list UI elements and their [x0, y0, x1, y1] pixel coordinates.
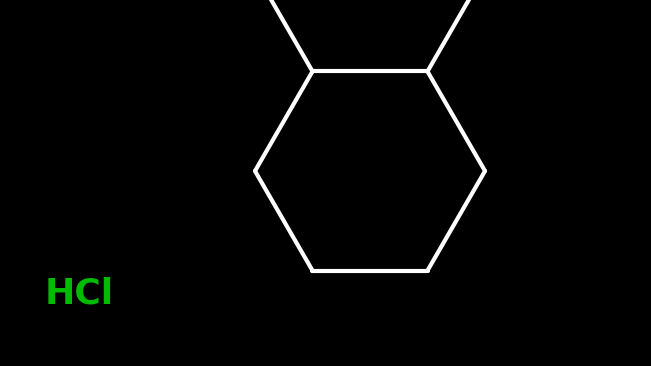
Text: HCl: HCl — [45, 277, 114, 311]
